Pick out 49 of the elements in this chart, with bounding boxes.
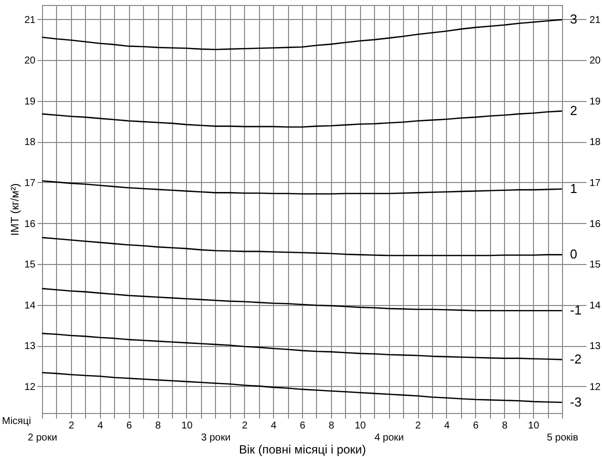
x-tick-label: 4 [270,420,277,432]
x-tick-label: 6 [126,420,132,432]
y-tick-label: 13 [24,341,36,352]
y-tick-label: 17 [24,178,36,189]
series-label: -2 [570,352,582,367]
x-tick-label: 2 [415,420,422,432]
y2-tick-label: 20 [590,56,602,67]
y2-tick-label: 12 [590,382,602,393]
x-tick-label: 6 [473,420,480,432]
x-tick-label: 8 [502,420,508,432]
x-tick-label: 4 [97,420,104,432]
y-tick-label: 16 [24,218,36,230]
y-tick-label: 20 [24,56,36,67]
series-label: -3 [570,394,582,410]
series-label: 2 [570,103,578,118]
series-label: 1 [570,181,578,196]
x-tick-label: 10 [354,420,366,432]
series-label: 3 [570,12,578,27]
y-tick-label: 19 [24,96,36,108]
x-tick-label: 5 років [546,432,578,444]
x-tick-label: 8 [328,420,335,432]
x-tick-label: 2 [242,420,248,432]
y2-tick-label: 16 [590,218,602,230]
x-tick-label: 3 роки [201,432,231,444]
y-tick-label: 21 [24,14,36,26]
y2-tick-label: 13 [590,341,602,352]
series-label: 0 [570,246,578,262]
series-label: -1 [570,302,582,318]
x-tick-label: 10 [181,420,193,432]
y-tick-label: 14 [24,300,36,312]
y2-tick-label: 21 [590,14,602,26]
x-tick-label: 8 [155,420,162,432]
x-tick-label: 10 [528,420,540,432]
x-tick-label: 4 роки [374,432,404,444]
y-tick-label: 15 [24,260,36,271]
text: Місяці [2,416,31,427]
x-tick-label: 2 [68,420,75,432]
x-tick-label: 6 [300,420,306,432]
y2-tick-label: 19 [590,96,602,108]
x-axis-title: Вік (повні місяці і роки) [238,442,366,456]
y-tick-label: 18 [24,137,36,148]
y2-tick-label: 17 [590,178,602,189]
x-tick-label: 4 [444,420,450,432]
y2-tick-label: 14 [590,300,602,312]
y-tick-label: 12 [24,382,36,393]
x-tick-label: 2 роки [28,432,58,444]
y2-tick-label: 15 [590,260,602,271]
y-axis-title: ІМТ (кг/м²) [9,183,22,236]
y2-tick-label: 18 [590,137,602,148]
